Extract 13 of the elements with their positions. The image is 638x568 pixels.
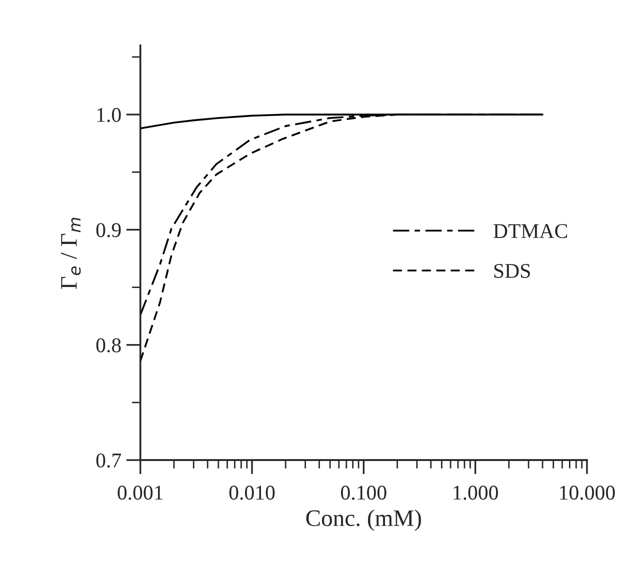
x-tick-label: 0.001 xyxy=(118,486,163,500)
y-axis-title: Γ$_{e}$ / Γ$_{m}$ xyxy=(61,218,81,290)
x-tick-label: 1.000 xyxy=(454,486,498,500)
legend-label: DTMAC xyxy=(494,224,568,238)
y-tick-label: 0.9 xyxy=(96,223,121,238)
x-tick-label: 0.100 xyxy=(341,486,386,500)
x-tick-label: 0.010 xyxy=(229,486,275,500)
y-tick-label: 0.7 xyxy=(96,453,122,468)
y-tick-label: 0.8 xyxy=(96,338,121,352)
x-tick-label: 10.000 xyxy=(560,486,615,500)
legend-label: SDS xyxy=(494,264,530,278)
y-tick-label: 1.0 xyxy=(97,108,121,122)
x-axis-title: Conc. (mM) xyxy=(306,510,421,531)
